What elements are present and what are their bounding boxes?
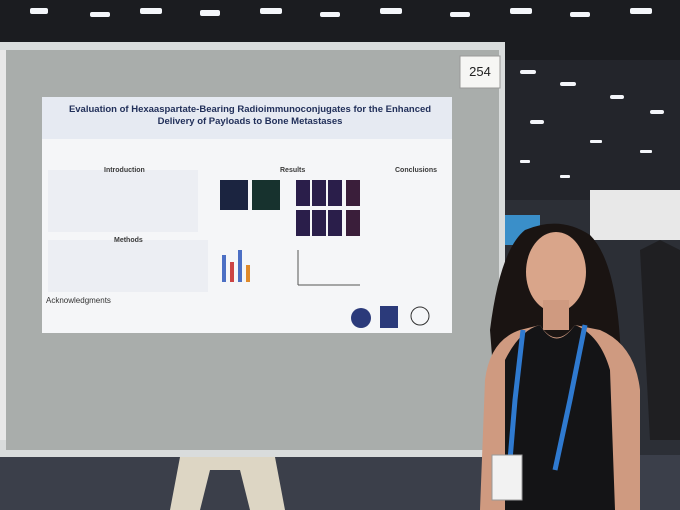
neck <box>543 300 569 330</box>
section-heading: Introduction <box>104 167 145 174</box>
poster-header <box>42 97 452 139</box>
logo <box>380 306 398 328</box>
face <box>526 232 586 312</box>
methods-panel <box>48 240 208 292</box>
lanyard <box>507 324 588 471</box>
number-card <box>459 55 501 89</box>
board-number: 254 <box>469 64 491 79</box>
ceiling-lights <box>30 8 664 178</box>
poster-title: Evaluation of Hexaaspartate-Bearing Radi… <box>68 104 432 127</box>
background-person <box>640 240 680 440</box>
adjacent-poster <box>0 50 6 440</box>
section-heading: Methods <box>114 237 143 244</box>
logo <box>410 306 430 326</box>
acknowledgments-heading: Acknowledgments <box>46 296 111 305</box>
section-heading: Results <box>280 167 306 174</box>
intro-panel <box>48 170 198 232</box>
logo <box>351 308 371 328</box>
section-heading: Conclusions <box>395 167 438 174</box>
passerby-legs <box>170 457 285 510</box>
result-images <box>220 180 360 286</box>
top <box>505 325 615 510</box>
exhibit-banner <box>590 190 680 240</box>
badge <box>491 454 523 501</box>
ceiling-far <box>505 60 680 200</box>
